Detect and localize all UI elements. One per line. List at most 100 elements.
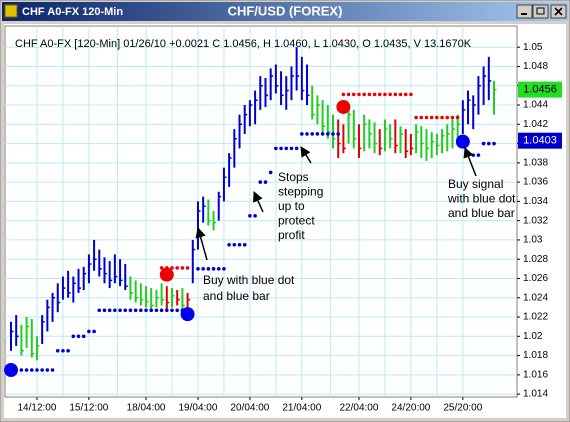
price-tag — [518, 132, 562, 149]
stop-dot — [377, 92, 382, 97]
arrow — [300, 146, 312, 164]
x-tick-label: 25/20:00 — [443, 403, 482, 414]
annotation-arrows — [195, 146, 477, 261]
stop-dot — [50, 368, 55, 372]
stop-dot — [29, 368, 34, 372]
chart-title: CHF/USD (FOREX) — [228, 3, 343, 18]
stop-dot — [196, 267, 200, 271]
stop-dot — [274, 146, 278, 151]
annotation-text: and blue bar — [203, 289, 270, 303]
stop-dot — [248, 214, 252, 218]
stop-dot — [357, 92, 361, 97]
y-tick-label: 1.036 — [523, 177, 548, 188]
stop-dot — [429, 115, 434, 120]
x-tick-label: 22/04:00 — [339, 403, 378, 414]
x-tick-label: 15/12:00 — [69, 403, 108, 414]
stop-dot — [435, 115, 439, 120]
annotation-text: Buy signal — [448, 177, 503, 191]
stop-dot — [253, 214, 257, 218]
stop-dot — [263, 180, 268, 184]
stop-dot — [242, 242, 247, 247]
stop-dot — [310, 132, 315, 136]
stop-dot — [227, 242, 231, 247]
stop-dot — [128, 308, 133, 313]
price-tag-label: 1.0403 — [523, 135, 557, 147]
stop-dot — [71, 334, 76, 339]
stop-dot — [450, 115, 455, 120]
stop-dot — [305, 132, 309, 136]
annotation-text: Stops — [278, 170, 309, 184]
stop-dot — [388, 92, 392, 97]
stop-dot — [211, 267, 216, 271]
stop-dot — [24, 368, 29, 372]
stop-dot — [92, 329, 96, 334]
y-tick-label: 1.03 — [523, 235, 543, 246]
minimize-button[interactable] — [516, 4, 533, 19]
stop-dot — [320, 132, 325, 136]
y-tick-label: 1.024 — [523, 292, 548, 303]
stop-dot — [87, 329, 91, 334]
y-tick-label: 1.022 — [523, 312, 548, 323]
arrow — [253, 191, 264, 213]
stop-dot — [300, 132, 304, 136]
stop-dot — [170, 308, 174, 313]
signal-dot — [336, 99, 351, 114]
stop-dot — [326, 132, 330, 136]
window-buttons[interactable] — [516, 4, 567, 19]
signal-dot — [180, 307, 195, 322]
stop-dot — [66, 348, 70, 353]
stop-dot — [107, 308, 112, 313]
stop-dot — [289, 146, 294, 151]
stop-dot — [180, 266, 185, 270]
arrow — [463, 147, 477, 177]
annotation-text: Buy with blue dot — [203, 273, 295, 287]
stop-dot — [222, 267, 226, 271]
stop-dot — [35, 368, 39, 372]
stop-dot — [398, 92, 403, 97]
y-tick-label: 1.034 — [523, 196, 548, 207]
stop-dot — [440, 115, 444, 120]
stop-dot — [409, 92, 413, 97]
stop-dot — [61, 348, 65, 353]
stop-dot — [331, 132, 335, 136]
stop-dot — [149, 308, 154, 313]
y-tick-label: 1.048 — [523, 61, 548, 72]
stop-dot — [45, 368, 50, 372]
signal-dot — [4, 363, 18, 378]
arrow — [195, 226, 208, 261]
x-tick-label: 24/20:00 — [391, 403, 430, 414]
x-tick-label: 18/04:00 — [127, 403, 166, 414]
stop-dot — [367, 92, 372, 97]
stop-dot — [113, 308, 117, 313]
info-line: CHF A0-FX [120-Min] 01/26/10 +0.0021 C 1… — [15, 38, 472, 50]
stop-dot — [133, 308, 138, 313]
stop-dot — [55, 348, 60, 353]
annotation-text: protect — [278, 214, 315, 228]
annotation-text: profit — [278, 228, 305, 242]
y-tick-label: 1.018 — [523, 350, 548, 361]
y-tick-label: 1.044 — [523, 100, 548, 111]
stop-dot — [336, 132, 340, 136]
stop-dot — [19, 368, 24, 372]
stop-dot — [40, 368, 44, 372]
stop-dot — [294, 146, 299, 151]
stop-dot — [393, 92, 398, 97]
stop-dot — [471, 153, 476, 157]
stop-dot — [258, 180, 263, 184]
stop-dot — [76, 334, 81, 339]
price-tag — [518, 81, 562, 98]
close-glyph — [554, 7, 563, 16]
stop-dot — [139, 308, 143, 313]
stop-dot — [455, 115, 460, 120]
stop-dot — [237, 242, 242, 247]
stop-dot — [346, 92, 351, 97]
x-tick-label: 21/04:00 — [282, 403, 321, 414]
maximize-button[interactable] — [532, 4, 549, 19]
annotation-text: up to — [278, 199, 305, 213]
title-bar — [2, 2, 568, 21]
stop-dot — [403, 92, 408, 97]
stop-dot — [284, 146, 289, 151]
stop-dot — [165, 308, 169, 313]
window-caption: CHF A0-FX 120-Min — [22, 6, 123, 18]
stop-dot — [351, 92, 356, 97]
